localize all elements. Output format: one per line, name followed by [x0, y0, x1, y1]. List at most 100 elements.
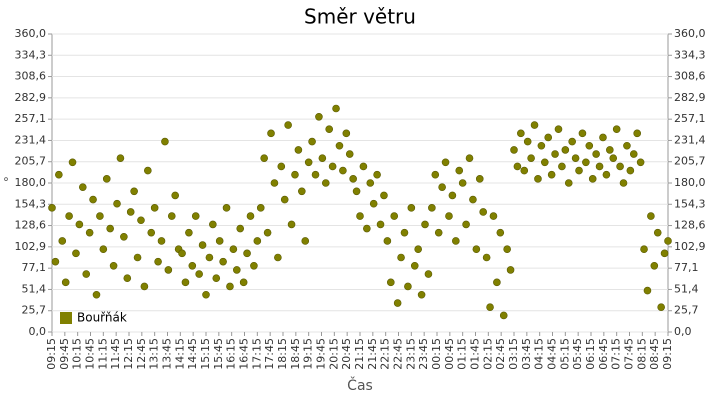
x-tick-label: 18:45 — [289, 338, 302, 370]
point — [335, 141, 344, 150]
point — [626, 166, 635, 175]
point — [496, 228, 505, 237]
point — [55, 170, 63, 179]
point — [647, 212, 655, 220]
point — [133, 253, 142, 262]
point — [650, 261, 659, 270]
point — [441, 158, 450, 167]
point — [229, 245, 238, 254]
y-tick-label: 25,7 — [22, 304, 47, 317]
point — [363, 224, 371, 233]
point — [554, 125, 563, 133]
point — [558, 162, 566, 171]
point — [270, 179, 279, 187]
point — [359, 162, 368, 171]
y-tick-label: 180,0 — [15, 176, 47, 189]
x-tick-label: 08:45 — [648, 338, 661, 370]
x-tick-label: 07:15 — [610, 338, 623, 370]
y-tick-label: 334,3 — [15, 48, 47, 61]
point — [116, 154, 125, 162]
point — [424, 270, 433, 278]
point — [592, 150, 600, 158]
point — [161, 137, 169, 146]
point — [92, 290, 101, 299]
point — [619, 179, 628, 187]
point — [185, 228, 193, 237]
y2-tick-label: 180,0 — [674, 176, 706, 189]
point — [195, 270, 203, 278]
y-tick-label: 282,9 — [15, 91, 47, 104]
y-tick-label: 128,6 — [15, 219, 47, 232]
point — [109, 261, 118, 270]
point — [452, 237, 460, 245]
point — [482, 253, 491, 262]
point — [58, 237, 67, 245]
x-tick-label: 10:45 — [84, 338, 97, 370]
x-tick-label: 23:45 — [417, 338, 430, 370]
point — [356, 212, 364, 220]
y2-tick-label: 154,3 — [674, 197, 706, 210]
point — [233, 266, 241, 274]
point — [277, 162, 286, 171]
legend-label: Bouřňák — [77, 311, 127, 325]
point — [181, 278, 190, 287]
point — [448, 191, 457, 200]
point — [321, 179, 330, 187]
legend-swatch — [60, 312, 72, 324]
point — [568, 137, 576, 146]
y-tick-label: 0,0 — [29, 325, 47, 338]
point — [462, 220, 470, 229]
point — [386, 278, 395, 287]
point — [287, 220, 296, 229]
point — [633, 129, 642, 138]
point — [383, 237, 392, 245]
point — [68, 158, 77, 167]
x-tick-label: 01:45 — [469, 338, 482, 370]
point — [380, 191, 388, 200]
point — [219, 257, 227, 266]
x-tick-label: 02:15 — [481, 338, 494, 370]
point — [534, 175, 542, 183]
y2-tick-label: 51,4 — [674, 282, 699, 295]
point — [438, 183, 446, 191]
point — [414, 245, 422, 254]
point — [325, 125, 334, 133]
point — [445, 212, 453, 220]
y-tick-label: 205,7 — [15, 155, 47, 168]
x-tick-label: 15:15 — [199, 338, 212, 370]
point — [89, 195, 97, 204]
point — [256, 204, 265, 212]
point — [267, 129, 275, 138]
y-tick-label: 51,4 — [22, 282, 47, 295]
point — [434, 228, 443, 237]
y-tick-label: 154,3 — [15, 197, 47, 210]
point — [636, 158, 645, 167]
y2-tick-label: 205,7 — [674, 155, 706, 168]
point — [79, 183, 87, 191]
point — [352, 187, 361, 196]
point — [582, 158, 590, 167]
point — [609, 154, 618, 162]
point — [561, 146, 570, 154]
y2-tick-label: 0,0 — [674, 325, 692, 338]
point — [144, 166, 152, 175]
x-tick-label: 18:15 — [276, 338, 289, 370]
point — [263, 228, 272, 237]
point — [96, 212, 104, 220]
point — [623, 141, 631, 150]
point — [102, 175, 111, 183]
point — [400, 228, 409, 237]
x-tick-label: 17:45 — [263, 338, 276, 370]
point — [171, 191, 179, 200]
x-tick-label: 11:15 — [96, 338, 109, 370]
point — [517, 129, 525, 138]
point — [236, 224, 245, 233]
point — [520, 166, 529, 175]
x-tick-label: 03:15 — [507, 338, 520, 370]
y2-tick-label: 231,4 — [674, 133, 706, 146]
x-tick-label: 17:15 — [250, 338, 263, 370]
point — [540, 158, 549, 167]
point — [85, 228, 94, 237]
point — [178, 249, 186, 258]
x-tick-label: 05:15 — [558, 338, 571, 370]
